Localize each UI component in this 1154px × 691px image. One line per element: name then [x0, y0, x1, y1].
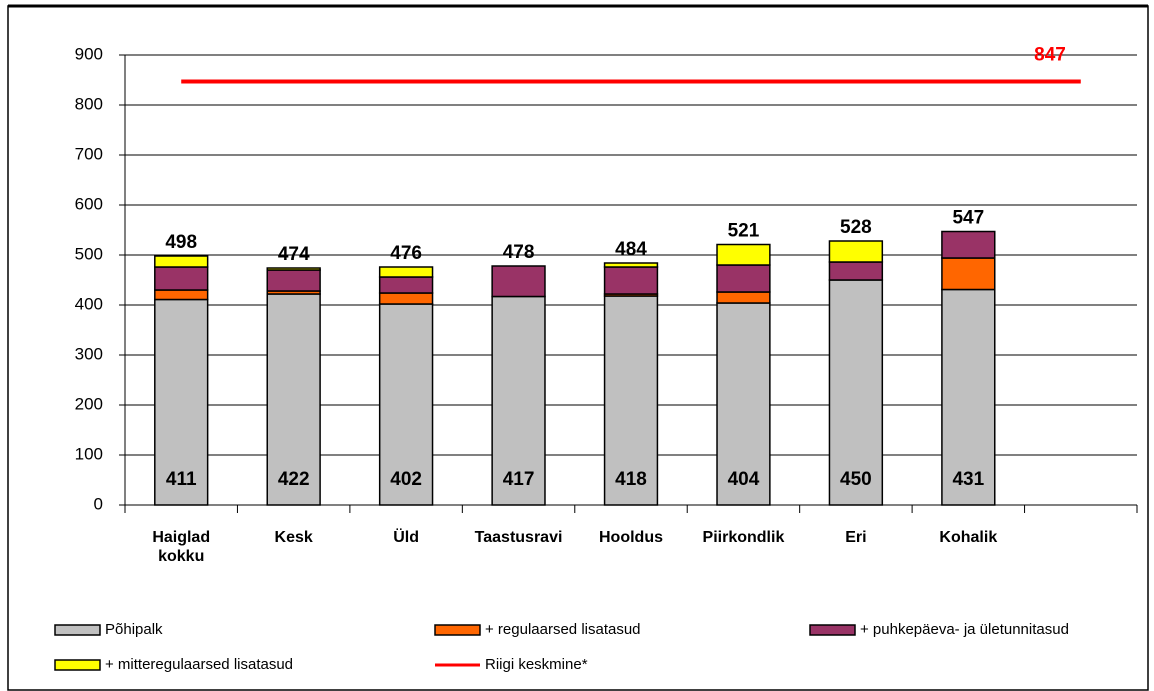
bar-segment	[491, 295, 546, 506]
y-tick-label: 800	[75, 94, 103, 113]
bar-segment	[154, 255, 209, 268]
y-tick-label: 0	[94, 494, 103, 513]
bar-segment	[716, 264, 771, 293]
bar-segment	[603, 266, 659, 295]
legend-swatch	[54, 659, 101, 671]
bar-segment	[941, 288, 996, 506]
bar-segment	[716, 243, 771, 266]
total-label: 521	[728, 221, 760, 242]
bar-segment	[154, 289, 209, 301]
y-tick-label: 500	[75, 244, 103, 263]
total-label: 528	[840, 217, 872, 238]
bar-segment	[491, 265, 546, 298]
x-tick-label: Hooldus	[599, 529, 663, 546]
x-tick-label: Piirkondlik	[702, 529, 785, 546]
y-tick-label: 400	[75, 294, 103, 313]
x-tick-label: Eri	[845, 529, 867, 546]
reference-label: 847	[1034, 45, 1066, 66]
bar-segment	[378, 276, 434, 294]
total-label: 478	[503, 242, 535, 263]
bar-segment	[716, 291, 771, 304]
bar-segment	[266, 269, 321, 292]
bar-value-label: 417	[503, 469, 535, 490]
x-tick-label: Kesk	[274, 529, 313, 546]
total-label: 476	[390, 243, 422, 264]
bar-segment	[941, 230, 996, 259]
legend-label: + mitteregulaarsed lisatasud	[105, 656, 293, 673]
bar-value-label: 431	[952, 469, 984, 490]
y-tick-label: 600	[75, 194, 103, 213]
total-label: 484	[615, 239, 647, 260]
bar-segment	[828, 279, 884, 506]
legend-label: + regulaarsed lisatasud	[485, 621, 641, 638]
bar-segment	[378, 266, 434, 278]
bar-segment	[378, 292, 434, 305]
bar-value-label: 450	[840, 469, 872, 490]
bar-segment	[154, 298, 209, 506]
bar-value-label: 418	[615, 469, 647, 490]
bar-value-label: 404	[728, 469, 760, 490]
bar-segment	[154, 266, 209, 291]
bar-segment	[828, 261, 884, 281]
bar-segment	[266, 267, 321, 271]
y-tick-label: 200	[75, 394, 103, 413]
bar-value-label: 422	[278, 469, 310, 490]
x-tick-label: Kohalik	[939, 529, 998, 546]
bar-value-label: 402	[390, 469, 422, 490]
legend-swatch	[54, 624, 101, 636]
bar-segment	[266, 293, 321, 506]
bar-segment	[603, 262, 659, 268]
legend-label: Riigi keskmine*	[485, 656, 588, 673]
bar-segment	[716, 302, 771, 506]
legend-swatch	[434, 624, 481, 636]
y-tick-label: 300	[75, 344, 103, 363]
bar-segment	[378, 303, 434, 506]
bar-value-label: 411	[166, 469, 197, 490]
total-label: 498	[165, 232, 197, 253]
x-tick-label: Taastusravi	[474, 529, 563, 546]
y-tick-label: 700	[75, 144, 103, 163]
legend-swatch	[809, 624, 856, 636]
total-label: 474	[278, 244, 310, 265]
legend-label: + puhkepäeva- ja ületunnitasud	[860, 621, 1069, 638]
x-tick-label: Haiglad kokku	[152, 529, 211, 565]
bar-segment	[941, 257, 996, 291]
x-tick-label: Üld	[393, 529, 419, 546]
total-label: 547	[952, 208, 984, 229]
legend-label: Põhipalk	[105, 621, 163, 638]
y-tick-label: 100	[75, 444, 103, 463]
bar-segment	[828, 240, 884, 263]
y-tick-label: 900	[75, 44, 103, 63]
